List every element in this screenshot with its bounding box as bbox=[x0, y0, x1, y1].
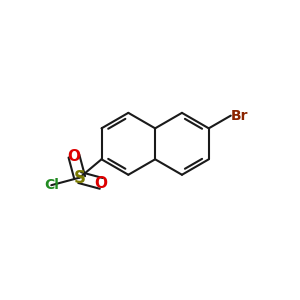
Text: O: O bbox=[95, 176, 108, 191]
Text: S: S bbox=[74, 169, 86, 187]
Text: O: O bbox=[68, 148, 80, 164]
Text: Br: Br bbox=[231, 109, 248, 123]
Text: Cl: Cl bbox=[44, 178, 59, 192]
